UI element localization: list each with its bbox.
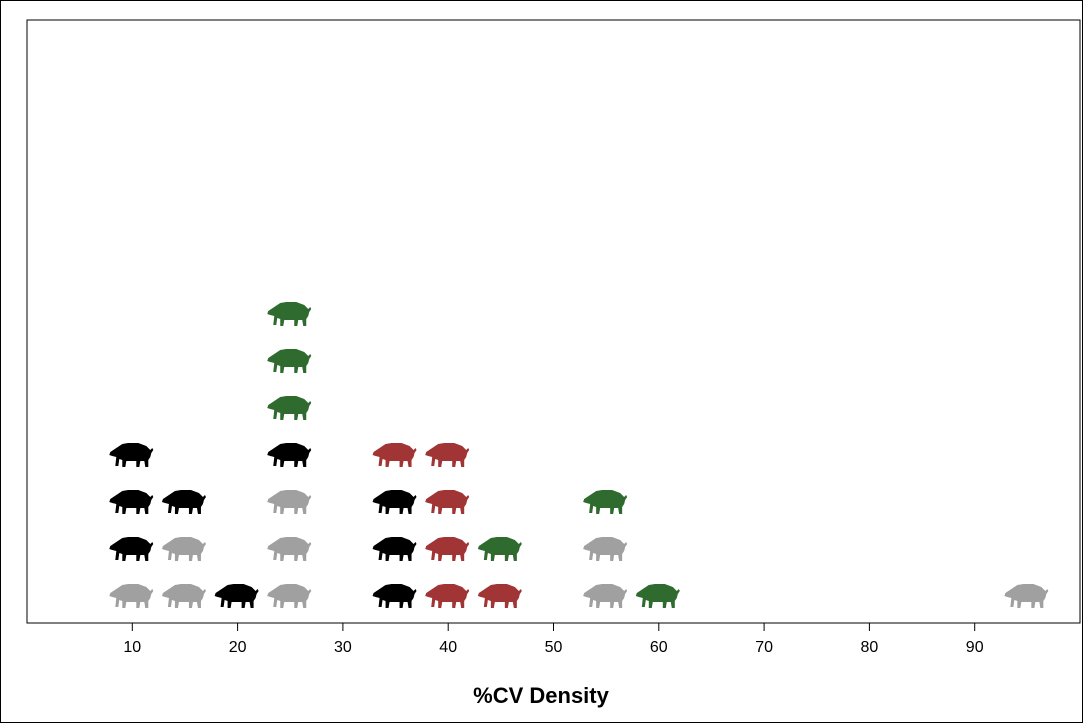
boar-icon: [214, 584, 259, 608]
boar-icon: [425, 490, 470, 514]
x-tick-label: 50: [545, 639, 563, 656]
x-tick-label: 10: [123, 639, 141, 656]
x-tick-label: 80: [861, 639, 879, 656]
boar-icon: [161, 584, 206, 608]
icon-stack: [425, 443, 470, 608]
boar-icon: [425, 584, 470, 608]
boar-icon: [109, 490, 154, 514]
boar-icon: [1004, 584, 1049, 608]
icon-stack: [477, 537, 522, 561]
x-axis-title: %CV Density: [473, 683, 609, 708]
icon-stack: [267, 443, 312, 467]
icon-stack: [267, 302, 312, 420]
boar-icon: [267, 349, 312, 373]
boar-icon: [267, 537, 312, 561]
icon-stack: [583, 490, 628, 514]
x-tick-label: 70: [755, 639, 773, 656]
boar-icon: [109, 537, 154, 561]
icon-stack: [161, 490, 206, 514]
boar-icon: [161, 490, 206, 514]
x-tick-label: 60: [650, 639, 668, 656]
boar-icon: [267, 302, 312, 326]
x-tick-label: 90: [966, 639, 984, 656]
boar-icon: [583, 584, 628, 608]
x-tick-label: 20: [229, 639, 247, 656]
icon-stack: [372, 443, 417, 467]
boar-icon: [583, 490, 628, 514]
icon-stack: [372, 490, 417, 608]
boar-icon: [583, 537, 628, 561]
boar-icon: [372, 490, 417, 514]
icon-stack: [267, 490, 312, 608]
boar-icon: [372, 584, 417, 608]
icon-stack: [583, 537, 628, 608]
icon-stack: [635, 584, 680, 608]
icon-stack: [1004, 584, 1049, 608]
boar-icon: [372, 443, 417, 467]
boar-icon: [109, 443, 154, 467]
x-tick-label: 30: [334, 639, 352, 656]
boar-icon: [267, 584, 312, 608]
boar-icon: [425, 537, 470, 561]
boar-icon: [161, 537, 206, 561]
boar-icon: [635, 584, 680, 608]
x-tick-label: 40: [439, 639, 457, 656]
boar-icon: [109, 584, 154, 608]
boar-icon: [267, 490, 312, 514]
icon-stack: [477, 584, 522, 608]
boar-icon: [477, 537, 522, 561]
icon-stack: [161, 537, 206, 608]
icon-stack: [109, 584, 154, 608]
boar-icon: [267, 443, 312, 467]
icon-stack: [214, 584, 259, 608]
icon-stack: [109, 443, 154, 561]
boar-icon: [425, 443, 470, 467]
boar-icon: [267, 396, 312, 420]
boar-icon: [372, 537, 417, 561]
boar-icon: [477, 584, 522, 608]
